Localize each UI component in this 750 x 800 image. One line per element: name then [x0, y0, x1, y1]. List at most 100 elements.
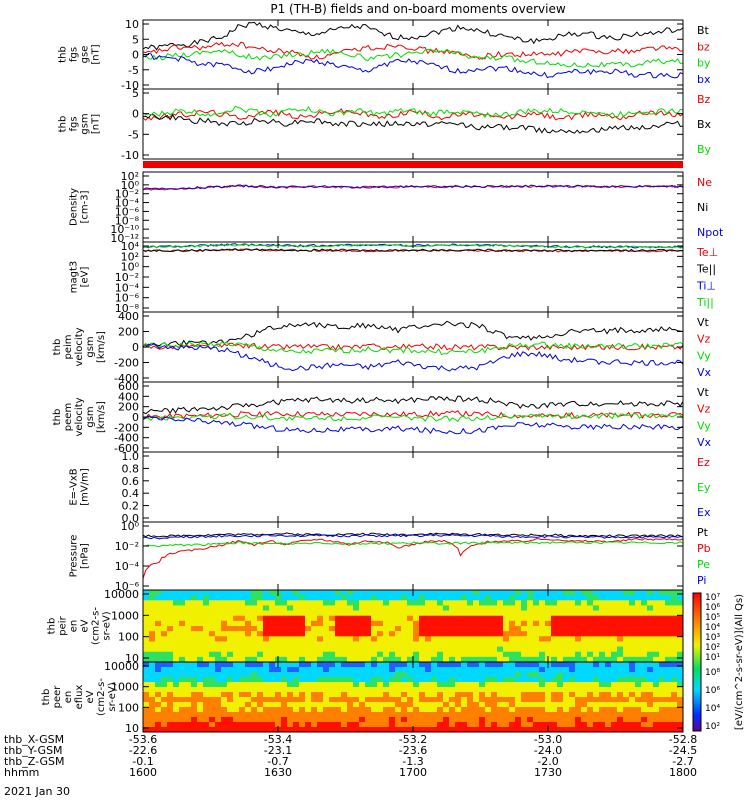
spec-cell — [527, 656, 534, 663]
spec-cell — [431, 727, 438, 733]
spec-cell — [665, 615, 672, 622]
spec-cell — [311, 590, 318, 596]
spec-cell — [257, 656, 264, 663]
spec-cell — [149, 662, 156, 668]
spec-cell — [653, 656, 660, 663]
spec-cell — [197, 687, 204, 693]
spec-cell — [413, 692, 420, 698]
spec-cell — [365, 605, 372, 611]
spec-cell — [509, 707, 516, 713]
spec-cell — [365, 631, 372, 637]
spec-cell — [617, 682, 624, 688]
spec-cell — [617, 626, 624, 632]
spec-cell — [233, 631, 240, 637]
spec-cell — [545, 717, 552, 723]
spec-cell — [329, 682, 336, 688]
spec-cell — [443, 656, 450, 663]
spec-cell — [359, 636, 366, 642]
spec-cell — [185, 641, 192, 647]
spec-cell — [191, 626, 198, 632]
spec-cell — [449, 646, 456, 653]
spec-cell — [143, 697, 150, 703]
spec-cell — [533, 610, 540, 617]
spec-cell — [395, 610, 402, 617]
spec-cell — [497, 626, 504, 632]
spec-cell — [641, 682, 648, 688]
spec-cell — [647, 667, 654, 673]
y-axis-label: sr-eV) — [107, 682, 118, 711]
spec-cell — [329, 646, 336, 653]
spec-cell — [449, 590, 456, 596]
y-axis-label: [eV] — [80, 267, 91, 288]
spec-cell — [419, 682, 426, 688]
spec-cell — [401, 702, 408, 708]
spec-cell — [557, 595, 564, 601]
y-tick-label: 10⁻¹² — [110, 232, 139, 245]
spec-cell — [497, 595, 504, 601]
spec-cell — [509, 717, 516, 723]
spec-cell — [227, 672, 234, 678]
spec-cell — [449, 667, 456, 673]
spec-cell — [239, 641, 246, 647]
colorbar-scale — [692, 592, 702, 732]
spec-cell — [203, 692, 210, 698]
y-tick-label: 10⁻¹⁰ — [110, 223, 139, 236]
spec-cell — [413, 641, 420, 647]
spec-cell — [635, 615, 642, 622]
spec-cell — [329, 687, 336, 693]
spec-cell — [653, 605, 660, 611]
spec-cell — [347, 610, 354, 617]
spec-cell — [539, 620, 546, 627]
spec-cell — [497, 667, 504, 673]
colorbar-tick-label: 10⁶ — [705, 603, 720, 613]
spec-cell — [377, 605, 384, 611]
spec-cell — [209, 692, 216, 698]
y-axis-label: en — [69, 620, 80, 633]
panel-density: 10²10⁰10⁻²10⁻⁴10⁻⁶10⁻⁸10⁻¹⁰10⁻¹²Density[… — [69, 170, 724, 245]
spec-cell — [635, 717, 642, 723]
spec-cell — [299, 717, 306, 723]
spec-cell — [293, 610, 300, 617]
spec-cell — [317, 610, 324, 617]
spec-cell — [257, 605, 264, 611]
spec-cell — [407, 692, 414, 698]
spec-cell — [491, 662, 498, 668]
spec-cell — [395, 626, 402, 632]
spec-cell — [599, 610, 606, 617]
spec-cell — [263, 687, 270, 693]
spec-cell — [431, 651, 438, 658]
spec-cell — [311, 727, 318, 733]
spec-cell — [569, 615, 576, 622]
spec-cell — [521, 610, 528, 617]
spec-cell — [335, 656, 342, 663]
spec-cell — [191, 672, 198, 678]
orbit-value: -1.3 — [402, 755, 423, 768]
spec-cell — [437, 631, 444, 637]
spec-cell — [563, 727, 570, 733]
spec-cell — [437, 722, 444, 728]
spec-cell — [593, 631, 600, 637]
spec-cell — [185, 646, 192, 653]
spec-cell — [383, 722, 390, 728]
spec-cell — [287, 702, 294, 708]
spec-cell — [383, 605, 390, 611]
spec-cell — [443, 646, 450, 653]
spec-cell — [245, 717, 252, 723]
spec-cell — [173, 672, 180, 678]
spec-cell — [233, 646, 240, 653]
spec-cell — [431, 610, 438, 617]
spec-cell — [581, 727, 588, 733]
spec-cell — [431, 667, 438, 673]
spec-cell — [233, 677, 240, 683]
spec-cell — [305, 610, 312, 617]
spec-cell — [419, 615, 426, 622]
spec-cell — [503, 595, 510, 601]
spec-cell — [401, 631, 408, 637]
spec-cell — [347, 672, 354, 678]
spec-cell — [437, 677, 444, 683]
spec-cell — [167, 672, 174, 678]
spec-cell — [665, 687, 672, 693]
spec-cell — [203, 687, 210, 693]
spec-cell — [365, 615, 372, 622]
spec-cell — [365, 600, 372, 606]
